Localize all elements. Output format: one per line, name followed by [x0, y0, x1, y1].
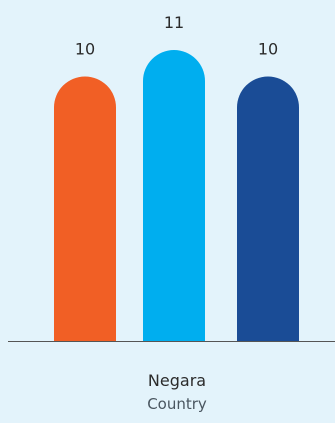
bar-3	[237, 76, 299, 341]
x-category-label: Negara	[148, 371, 206, 390]
bars-group	[54, 50, 299, 342]
bar-2	[143, 50, 205, 341]
value-labels-group: 10 11 10	[75, 13, 278, 58]
bar-1	[54, 76, 116, 342]
value-label-2: 11	[164, 13, 184, 32]
value-label-1: 10	[75, 39, 95, 58]
x-axis-sublabel: Country	[147, 395, 207, 413]
value-label-3: 10	[258, 39, 278, 58]
